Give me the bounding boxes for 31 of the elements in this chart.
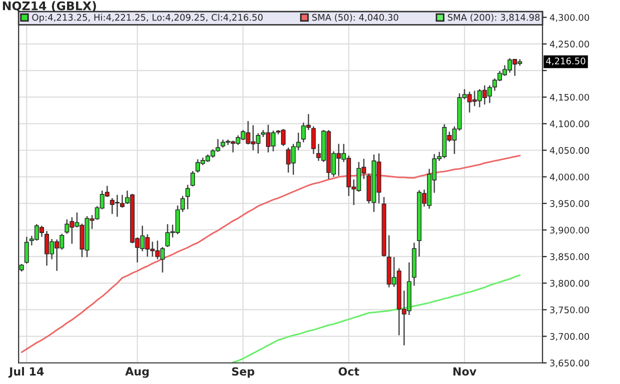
legend-label: Op:4,213.25, Hi:4,221.25, Lo:4,209.25, Cl:4,216.50	[32, 14, 263, 23]
x-tick-label: Aug	[125, 367, 149, 378]
y-tick-label: 4,000.00	[550, 174, 590, 182]
x-tick-label: Sep	[232, 367, 254, 378]
candlestick	[190, 170, 195, 188]
text: 4,216.50	[546, 58, 586, 66]
candlestick	[24, 236, 29, 264]
y-tick-label: 3,700.00	[550, 333, 590, 341]
candlestick	[180, 195, 185, 213]
x-tick-label: Oct	[338, 367, 360, 376]
y-tick-label: 3,800.00	[550, 280, 590, 288]
y-tick-label: 3,650.00	[550, 360, 590, 368]
y-tick-label: 3,750.00	[550, 306, 590, 314]
legend-label: SMA (50): 4,040.30	[312, 14, 398, 22]
y-tick-label: 4,300.00	[550, 14, 590, 22]
candlestick	[185, 184, 190, 210]
candlestick	[311, 126, 316, 155]
x-tick-label: Nov	[453, 367, 476, 376]
y-tick-label: 3,950.00	[550, 200, 590, 208]
y-tick-label: 3,850.00	[550, 253, 590, 262]
line-series	[232, 274, 521, 363]
legend-label: SMA (200): 3,814.98	[448, 14, 540, 22]
line-series	[20, 154, 521, 354]
x-tick-label: Jul 14	[8, 367, 44, 378]
y-tick-label: 3,900.00	[550, 226, 590, 234]
candlestick	[120, 194, 125, 208]
y-tick-label: 4,150.00	[550, 94, 590, 102]
y-tick-label: 4,050.00	[550, 146, 590, 155]
y-tick-label: 4,250.00	[550, 40, 590, 48]
chart-title: NQZ14 (GBLX)	[2, 1, 96, 12]
y-tick-label: 4,100.00	[550, 120, 590, 128]
